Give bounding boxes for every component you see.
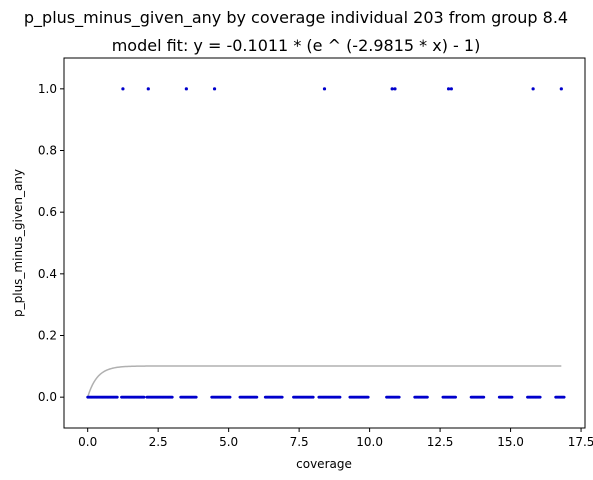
x-tick-label: 17.5: [568, 435, 593, 449]
data-point: [194, 395, 198, 399]
y-tick-label: 0.0: [38, 390, 57, 404]
x-tick-label: 2.5: [149, 435, 168, 449]
data-point: [562, 395, 566, 399]
x-tick-label: 15.0: [497, 435, 524, 449]
data-point: [170, 395, 174, 399]
data-point: [446, 87, 451, 91]
data-point: [280, 395, 284, 399]
data-point: [146, 87, 150, 91]
x-tick-label: 7.5: [290, 435, 309, 449]
y-tick-label: 0.6: [38, 205, 57, 219]
data-point: [212, 87, 217, 91]
data-point: [255, 395, 259, 399]
fit-curve-layer: [86, 365, 562, 398]
x-axis-label: coverage: [296, 457, 352, 471]
data-point: [366, 395, 370, 399]
points-layer: [86, 87, 566, 399]
data-point: [531, 87, 535, 91]
data-point: [322, 87, 327, 91]
x-axis-ticks: 0.0 2.5 5.0 7.5 10.0 12.5 15.0 17.5: [78, 428, 593, 449]
data-point: [538, 395, 542, 399]
data-point: [311, 395, 315, 399]
y-axis-label: p_plus_minus_given_any: [11, 169, 25, 317]
y-tick-label: 1.0: [38, 82, 57, 96]
data-point: [115, 395, 119, 399]
y-tick-label: 0.8: [38, 144, 57, 158]
data-point: [482, 395, 486, 399]
x-tick-label: 12.5: [427, 435, 454, 449]
data-point: [184, 87, 188, 91]
data-point: [454, 395, 457, 399]
data-point: [338, 395, 342, 399]
data-point: [390, 87, 394, 91]
data-point: [397, 395, 401, 399]
chart-subtitle: model fit: y = -0.1011 * (e ^ (-2.9815 *…: [112, 36, 481, 55]
data-point: [121, 87, 125, 91]
plot-frame: [63, 57, 586, 429]
x-tick-label: 0.0: [78, 435, 97, 449]
data-point: [393, 87, 397, 91]
y-tick-label: 0.4: [38, 267, 57, 281]
x-tick-label: 5.0: [219, 435, 238, 449]
data-point: [142, 395, 146, 399]
fit-curve: [86, 365, 562, 398]
y-tick-label: 0.2: [38, 329, 57, 343]
x-tick-label: 10.0: [356, 435, 383, 449]
data-point: [426, 395, 429, 399]
data-point: [228, 395, 232, 399]
data-point: [449, 87, 453, 91]
data-point: [510, 395, 514, 399]
data-point: [559, 87, 563, 91]
chart-title: p_plus_minus_given_any by coverage indiv…: [24, 8, 568, 28]
y-axis-ticks: 0.0 0.2 0.4 0.6 0.8 1.0: [38, 82, 64, 404]
